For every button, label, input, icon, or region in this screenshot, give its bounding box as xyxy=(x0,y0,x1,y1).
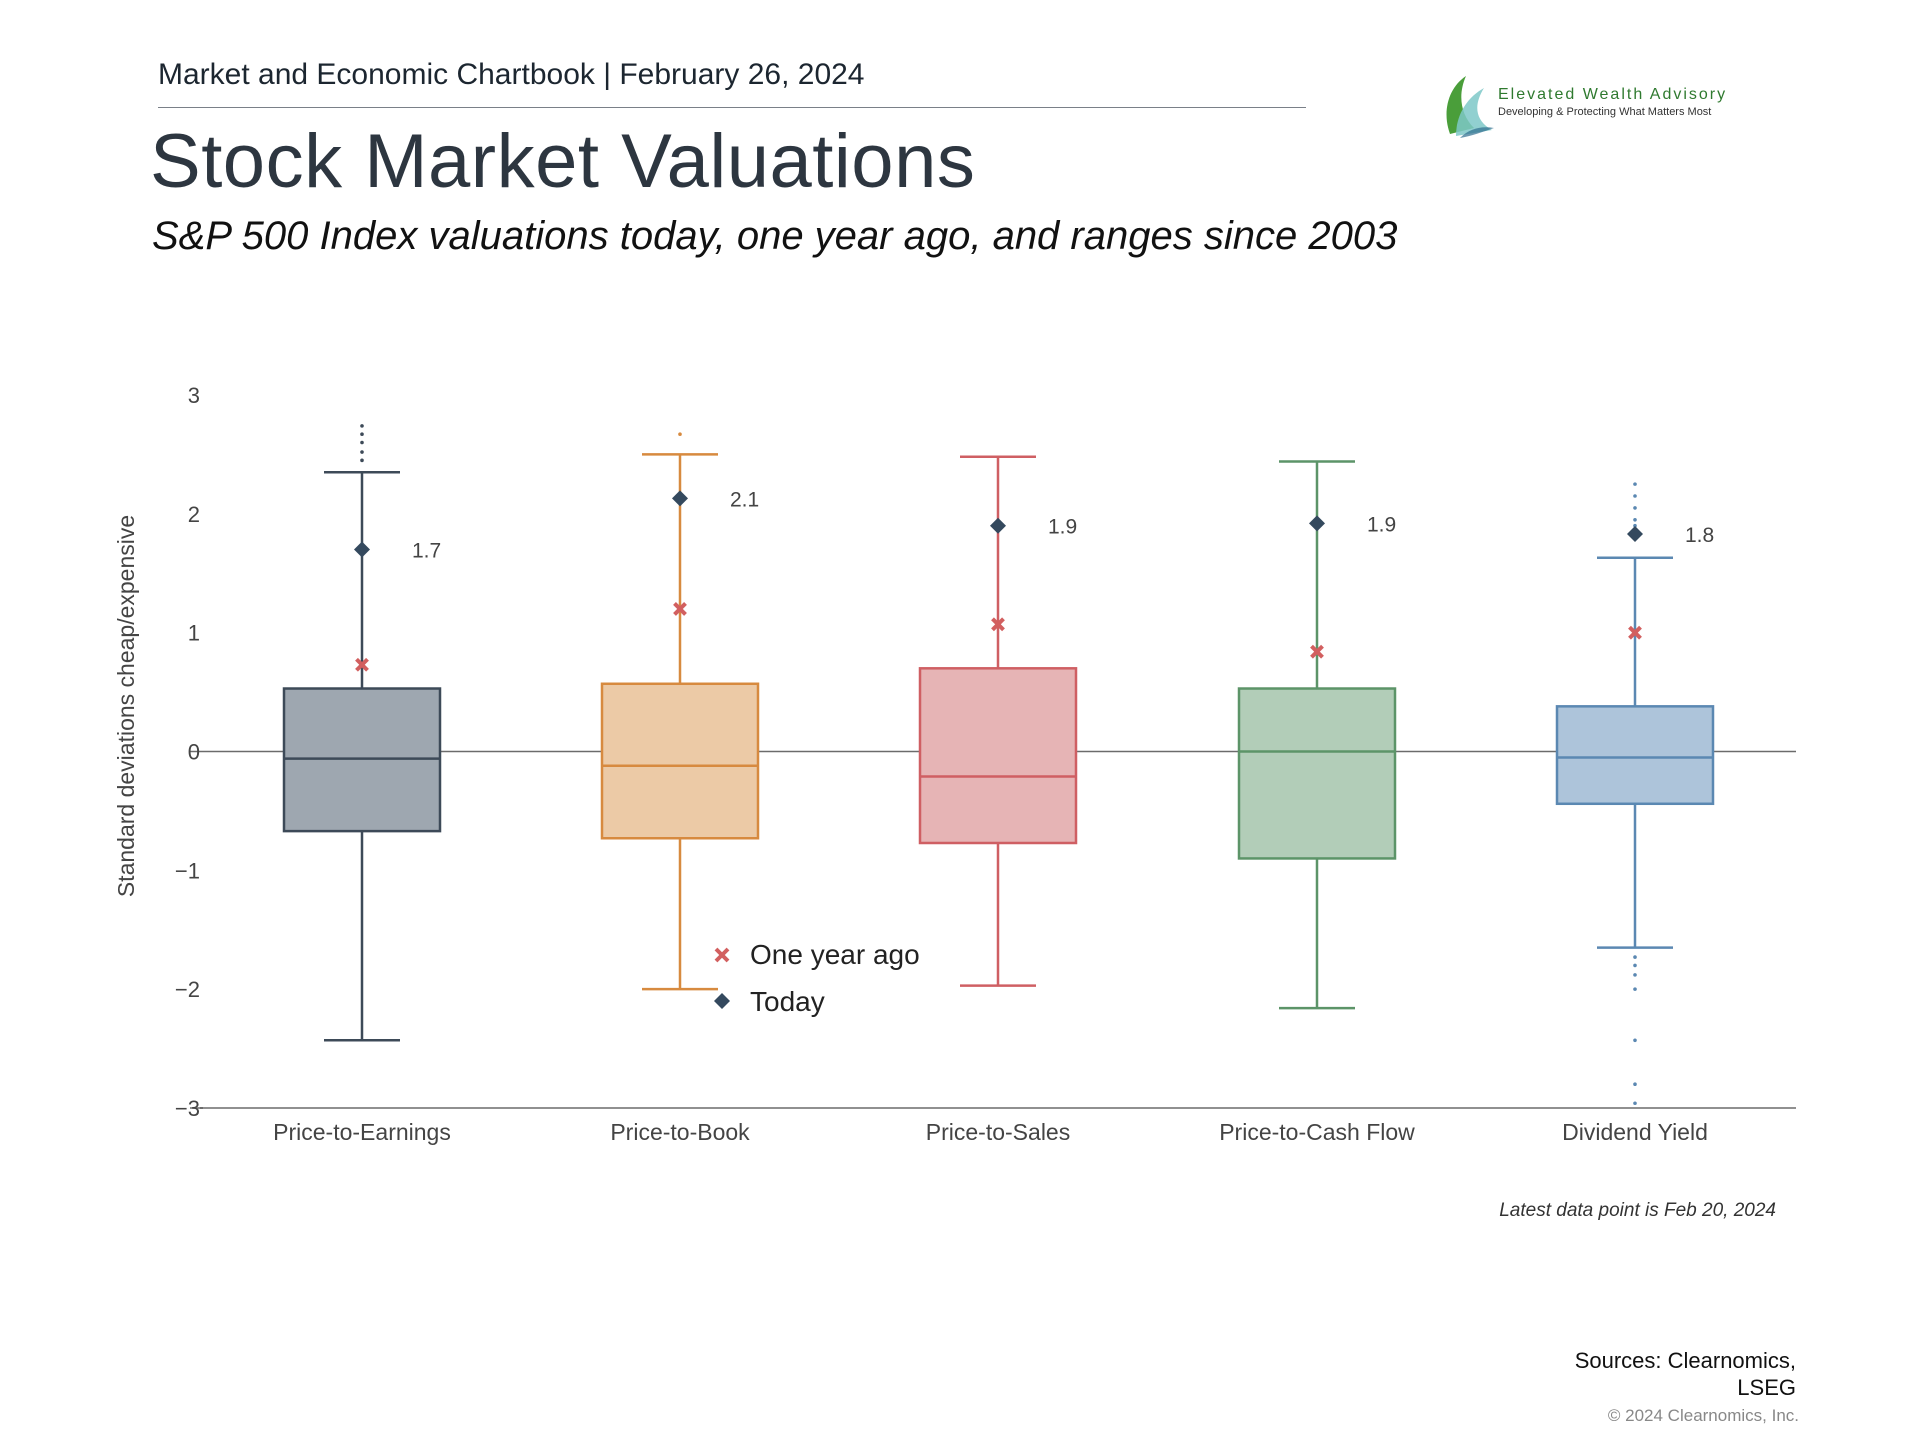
page-subtitle: S&P 500 Index valuations today, one year… xyxy=(152,214,1398,258)
latest-data-note: Latest data point is Feb 20, 2024 xyxy=(1499,1200,1776,1221)
x-category-label: Price-to-Cash Flow xyxy=(1219,1119,1415,1145)
x-category-label: Price-to-Earnings xyxy=(273,1119,451,1145)
copyright-note: © 2024 Clearnomics, Inc. xyxy=(1607,1406,1799,1425)
today-value-label: 1.7 xyxy=(412,539,441,562)
today-value-label: 1.9 xyxy=(1048,516,1077,539)
one-year-ago-marker xyxy=(1310,644,1324,659)
box-series-price-to-sales: 1.9 xyxy=(918,455,1078,987)
logo-leaf-icon xyxy=(1446,76,1494,138)
legend-one-year-ago-label: One year ago xyxy=(750,939,920,970)
today-marker xyxy=(1309,515,1325,532)
header-divider xyxy=(158,107,1306,108)
box-series-dividend-yield: 1.8 xyxy=(1555,482,1715,1106)
one-year-ago-marker xyxy=(355,657,369,672)
page-title: Stock Market Valuations xyxy=(150,119,976,204)
outlier-point xyxy=(1633,1101,1637,1106)
today-value-label: 1.9 xyxy=(1367,513,1396,536)
outlier-point xyxy=(1633,482,1637,486)
today-marker xyxy=(990,517,1006,534)
iqr-box xyxy=(1237,687,1397,860)
outlier-point xyxy=(1633,955,1637,959)
outlier-point xyxy=(1633,1038,1637,1043)
outlier-point xyxy=(678,432,682,437)
legend-today-icon xyxy=(714,993,730,1009)
today-marker xyxy=(354,541,370,558)
outlier-point xyxy=(1633,523,1637,528)
outlier-point xyxy=(1633,494,1637,498)
iqr-box xyxy=(600,682,760,840)
today-marker xyxy=(672,490,688,507)
x-category-label: Price-to-Sales xyxy=(926,1119,1070,1145)
box-series-price-to-book: 2.1 xyxy=(600,432,760,991)
today-value-label: 1.8 xyxy=(1685,524,1714,547)
outlier-point xyxy=(360,450,364,454)
chart-legend: One year ago Today xyxy=(714,939,920,1017)
y-tick-label: 0 xyxy=(188,740,200,765)
outlier-point xyxy=(360,432,364,437)
y-tick-label: 1 xyxy=(188,621,200,646)
iqr-box xyxy=(918,667,1078,845)
y-tick-label: 3 xyxy=(188,383,200,408)
x-category-label: Dividend Yield xyxy=(1562,1119,1708,1145)
outlier-point xyxy=(1633,973,1637,977)
outlier-point xyxy=(1633,1082,1637,1087)
legend-one-year-ago-icon xyxy=(714,947,730,963)
today-marker xyxy=(1627,526,1643,543)
outlier-point xyxy=(360,458,364,463)
outlier-point xyxy=(1633,963,1637,968)
sources-note: Sources: Clearnomics, LSEG xyxy=(1574,1348,1796,1400)
outlier-point xyxy=(1633,506,1637,510)
box-series-price-to-earnings: 1.7 xyxy=(282,424,442,1042)
one-year-ago-marker xyxy=(673,601,687,616)
logo-company-name: Elevated Wealth Advisory xyxy=(1498,86,1728,103)
iqr-box xyxy=(1555,705,1715,806)
outlier-point xyxy=(360,440,364,445)
x-category-label: Price-to-Book xyxy=(610,1119,750,1145)
y-tick-label: 2 xyxy=(188,502,200,527)
y-tick-label: −2 xyxy=(175,977,200,1002)
one-year-ago-marker xyxy=(991,617,1005,632)
today-value-label: 2.1 xyxy=(730,488,759,511)
y-tick-label: −1 xyxy=(175,858,200,883)
company-logo: Elevated Wealth Advisory Developing & Pr… xyxy=(1440,72,1760,142)
outlier-point xyxy=(1633,987,1637,991)
y-axis-title: Standard deviations cheap/expensive xyxy=(113,515,139,897)
chartbook-header: Market and Economic Chartbook | February… xyxy=(158,58,865,91)
outlier-point xyxy=(360,424,364,428)
y-tick-label: −3 xyxy=(175,1096,200,1121)
one-year-ago-marker xyxy=(1628,625,1642,640)
box-series-price-to-cash-flow: 1.9 xyxy=(1237,460,1397,1010)
logo-tagline: Developing & Protecting What Matters Mos… xyxy=(1498,106,1712,118)
legend-today-label: Today xyxy=(750,986,825,1017)
outlier-point xyxy=(1633,517,1637,522)
